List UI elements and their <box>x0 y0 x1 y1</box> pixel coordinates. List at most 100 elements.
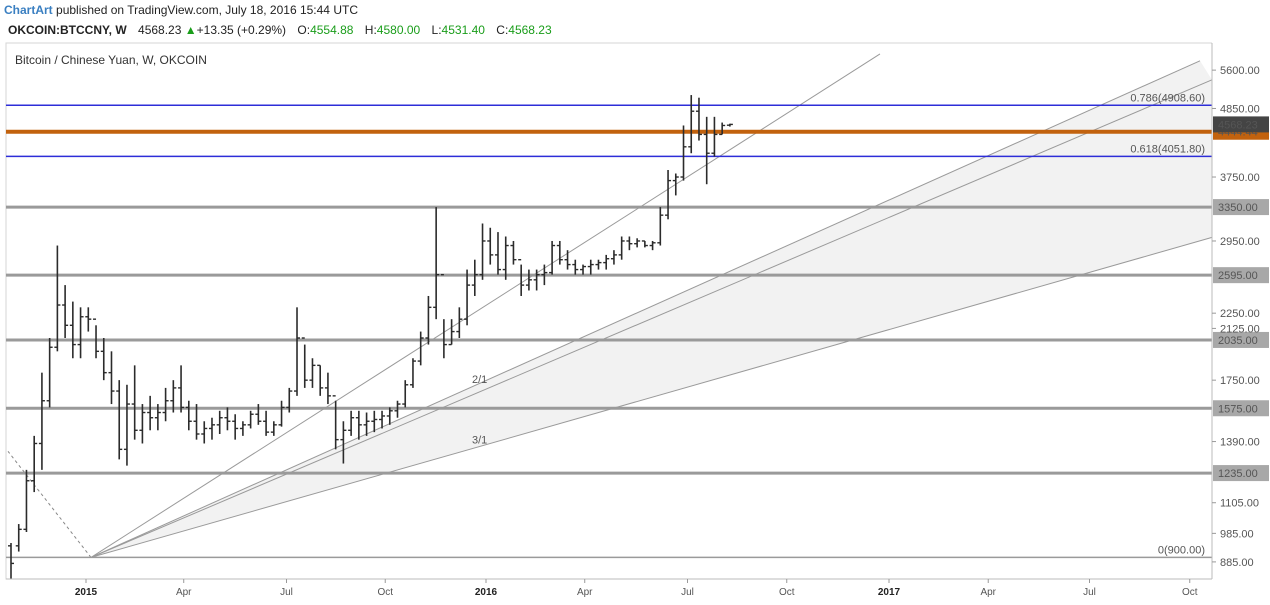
ohlc-bar <box>123 384 130 466</box>
ohlc-bar <box>317 364 324 396</box>
price-tick-label: 2250.00 <box>1220 308 1260 320</box>
price-tick-label: 1390.00 <box>1220 437 1260 449</box>
ohlc-bar <box>201 421 208 444</box>
ohlc-bar <box>502 236 509 280</box>
symbol-info-bar: OKCOIN:BTCCNY, W 4568.23 ▲+13.35 (+0.29%… <box>0 20 1270 40</box>
fib-label-4051.8: 0.618(4051.80) <box>1130 143 1205 155</box>
ohlc-bar <box>270 421 277 436</box>
ohlc-bar <box>711 116 718 157</box>
month-label: Apr <box>980 587 996 598</box>
ohlc-bar <box>38 372 45 470</box>
ohlc-bar <box>46 337 53 408</box>
price-chart[interactable]: 2/1 3/1 0(900.00) 0.618(4051.80) 0.786(4908… <box>0 40 1270 605</box>
ohlc-bar <box>379 410 386 429</box>
ohlc-bar <box>487 227 494 265</box>
ohlc-bar <box>363 412 370 436</box>
ohlc-bar <box>719 122 726 136</box>
ohlc-bar <box>695 97 702 141</box>
ohlc-bar <box>580 264 587 275</box>
price-axis[interactable]: 885.00 985.00 1105.00 1235.00 1390.00 1575.00… <box>1211 40 1270 581</box>
ohlc-bar <box>193 404 200 440</box>
ohlc-bar <box>301 337 308 388</box>
ohlc-bar <box>433 207 440 320</box>
ohlc-bar <box>386 407 393 425</box>
ohlc-bar <box>162 387 169 422</box>
month-label: Apr <box>577 587 593 598</box>
year-label: 2017 <box>878 587 901 598</box>
ohlc-bar <box>471 259 478 296</box>
level-badge-gray <box>1213 199 1269 216</box>
price-tick-label: 1105.00 <box>1220 498 1259 510</box>
ohlc-bar <box>77 307 84 359</box>
ohlc-bar <box>649 240 656 251</box>
year-label: 2015 <box>75 587 98 598</box>
ohlc-bar <box>85 307 92 332</box>
ohlc-bar <box>31 435 38 493</box>
time-axis[interactable]: 2015 Apr Jul Oct 2016 Apr Jul Oct 2017 Apr Jul Oct <box>6 578 1212 598</box>
level-badge-gray <box>1213 400 1269 417</box>
price-change: +13.35 (+0.29%) <box>196 23 287 37</box>
ohlc-bar <box>54 245 61 352</box>
ohlc-bar <box>69 301 76 359</box>
ohlc-bar <box>572 259 579 275</box>
gann-label-2-1: 2/1 <box>472 374 487 386</box>
level-badge-text: 1235.00 <box>1218 468 1258 480</box>
ohlc-bar <box>448 319 455 346</box>
plot-area[interactable] <box>5 42 1213 580</box>
price-tick-label: 985.00 <box>1220 528 1254 540</box>
price-tick-label: 2125.00 <box>1220 323 1260 335</box>
close-value: 4568.23 <box>508 23 552 37</box>
ohlc-bar <box>634 238 641 248</box>
open-value: 4554.88 <box>310 23 354 37</box>
ohlc-bar <box>116 380 123 460</box>
ohlc-bar <box>587 259 594 275</box>
ohlc-bar <box>224 407 231 431</box>
ohlc-bar <box>657 207 664 246</box>
gann-fan-dashed-line <box>7 451 92 558</box>
month-label: Oct <box>1182 587 1198 598</box>
open-label: O: <box>297 23 311 37</box>
ohlc-bar <box>556 240 563 265</box>
level-badge-text: 2035.00 <box>1218 335 1258 347</box>
ohlc-bar <box>93 318 100 359</box>
ohlc-bars <box>8 95 733 579</box>
ohlc-bar <box>479 223 486 280</box>
ohlc-bar <box>108 351 115 405</box>
price-tick-label: 5600.00 <box>1220 65 1260 77</box>
price-tick-label: 885.00 <box>1220 557 1254 569</box>
level-badge-gray <box>1213 465 1269 482</box>
level-badge-gray <box>1213 331 1269 348</box>
ohlc-bar <box>178 365 185 413</box>
ohlc-bar <box>340 421 347 464</box>
high-value: 4580.00 <box>376 23 421 37</box>
price-tick-label: 2950.00 <box>1220 236 1260 248</box>
gann-fan-shading <box>91 60 1212 558</box>
ohlc-bar <box>394 400 401 418</box>
ohlc-bar <box>525 269 532 291</box>
gann-label-3-1: 3/1 <box>472 434 487 446</box>
ohlc-bar <box>154 404 161 431</box>
gann-fan-line-2 <box>90 60 1201 558</box>
fib-label-zero: 0(900.00) <box>1158 544 1205 556</box>
ohlc-bar <box>603 254 610 270</box>
ohlc-bar <box>518 258 525 296</box>
ohlc-bar <box>147 395 154 431</box>
ohlc-bar <box>618 236 625 260</box>
price-tick-label: 1750.00 <box>1220 375 1260 387</box>
ohlc-bar <box>239 421 246 436</box>
ohlc-bar <box>332 395 339 450</box>
close-label: C: <box>496 23 509 37</box>
ohlc-bar <box>665 170 672 220</box>
ohlc-bar <box>355 410 362 440</box>
ohlc-bar <box>208 417 215 440</box>
year-label: 2016 <box>475 587 498 598</box>
ohlc-bar <box>348 410 355 436</box>
ohlc-bar <box>23 469 30 533</box>
ohlc-bar <box>232 414 239 440</box>
brand-name[interactable]: ChartArt <box>4 3 53 17</box>
ohlc-bar <box>672 173 679 196</box>
ohlc-bar <box>494 232 501 275</box>
ohlc-bar <box>255 404 262 425</box>
month-label: Apr <box>176 587 192 598</box>
low-value: 4531.40 <box>441 23 485 37</box>
